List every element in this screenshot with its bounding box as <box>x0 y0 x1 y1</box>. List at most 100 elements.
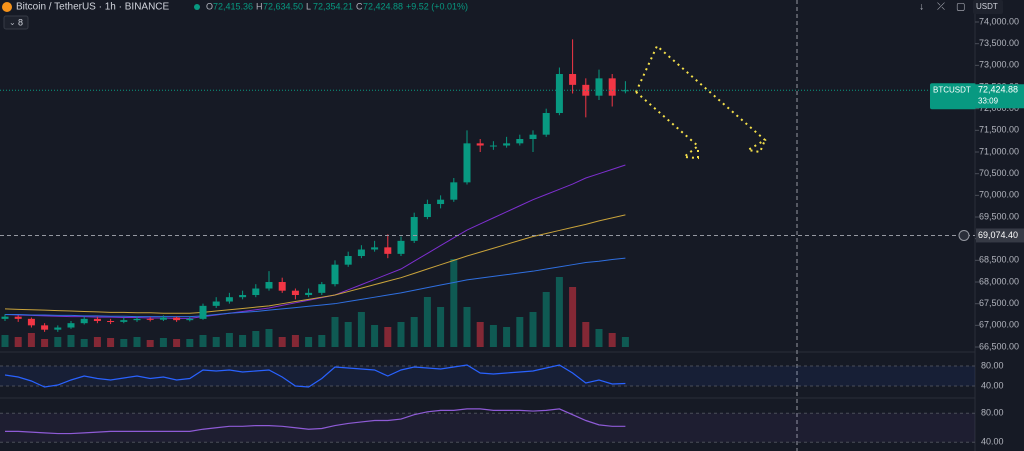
volume-bar <box>331 317 339 347</box>
candle-body <box>595 78 603 96</box>
last-price-tag <box>930 83 976 110</box>
candle-body <box>450 182 458 200</box>
candle-body <box>212 301 220 306</box>
candle-body <box>239 295 247 298</box>
ohlc-letter: L <box>306 1 311 11</box>
candle-body <box>265 282 273 289</box>
ohlc-value: 72,415.36 <box>213 1 253 11</box>
ohlc-value: 72,424.88 <box>363 1 403 11</box>
volume-bar <box>542 292 550 347</box>
candle-body <box>93 318 101 322</box>
candle-body <box>173 317 181 321</box>
volume-bar <box>199 335 207 347</box>
volume-bar <box>1 335 9 347</box>
candle-body <box>476 143 484 146</box>
volume-bar <box>186 339 194 347</box>
candle-body <box>41 325 49 330</box>
crosshair-label: 69,074.40 <box>978 230 1018 240</box>
last-price-symbol: BTCUSDT <box>933 85 971 94</box>
volume-bar <box>569 287 577 347</box>
volume-bar <box>503 327 511 347</box>
y-tick-label: 70,000.00 <box>979 190 1019 200</box>
restore-button[interactable]: ▢ <box>956 2 965 13</box>
moving-average <box>4 214 626 314</box>
candle-body <box>67 323 75 328</box>
y-tick-label: 80.00 <box>981 360 1004 370</box>
candle-body <box>555 74 563 114</box>
volume-bar <box>595 329 603 347</box>
candle-body <box>278 282 286 291</box>
volume-bar <box>265 329 273 347</box>
volume-bar <box>93 337 101 347</box>
band-fill <box>0 366 975 386</box>
candle-body <box>371 247 379 250</box>
candle-body <box>410 217 418 241</box>
volume-bar <box>384 327 392 347</box>
currency-button[interactable] <box>973 0 1003 14</box>
volume-bar <box>555 277 563 347</box>
candle-body <box>225 297 233 302</box>
indicator-count: 8 <box>18 17 23 27</box>
crosshair-plus <box>958 229 970 241</box>
volume-bar <box>529 312 537 347</box>
volume-bar <box>80 339 88 347</box>
volume-bar <box>173 339 181 347</box>
candle-body <box>252 288 260 296</box>
candle-body <box>331 264 339 285</box>
volume-bar <box>27 333 35 347</box>
volume-bar <box>516 317 524 347</box>
candle-body <box>516 139 524 144</box>
collapse-button[interactable]: ⤫ <box>937 2 945 13</box>
price-label-bg <box>976 84 1024 109</box>
volume-bar <box>239 335 247 347</box>
volume-bar <box>159 338 167 347</box>
candle-body <box>159 317 167 320</box>
volume-bar <box>410 317 418 347</box>
y-tick-label: 80.00 <box>981 408 1004 418</box>
volume-bar <box>305 337 313 347</box>
arrow-annotation <box>635 44 767 154</box>
indicator-line <box>5 408 626 435</box>
y-tick-label: 71,000.00 <box>979 146 1019 156</box>
candle-body <box>305 292 313 296</box>
currency-label: USDT <box>976 2 998 11</box>
volume-bar <box>212 337 220 347</box>
candle-body <box>542 113 550 135</box>
arrow-annotation <box>635 91 700 160</box>
volume-bar <box>252 331 260 347</box>
y-tick-label: 70,500.00 <box>979 168 1019 178</box>
volume-bar <box>54 337 62 347</box>
symbol-icon <box>2 2 12 12</box>
y-tick-label: 67,500.00 <box>979 298 1019 308</box>
candle-body <box>437 199 445 205</box>
ohlc-letter: O <box>206 1 213 11</box>
moving-average <box>4 164 626 319</box>
volume-bar <box>146 340 154 347</box>
indicator-toggle[interactable] <box>3 15 29 30</box>
candle-body <box>14 316 22 319</box>
countdown: 33:09 <box>978 96 999 105</box>
volume-bar <box>476 322 484 347</box>
candle-body <box>146 318 154 320</box>
volume-bar <box>67 335 75 347</box>
y-tick-label: 74,000.00 <box>979 16 1019 26</box>
candle-body <box>186 318 194 321</box>
crosshair-tag <box>976 228 1024 243</box>
y-tick-label: 40.00 <box>981 437 1004 447</box>
candle-body <box>503 143 511 146</box>
ohlc-value: 72,354.21 <box>313 1 353 11</box>
candle-body <box>1 316 9 319</box>
scroll-down-button[interactable]: ↓ <box>919 2 924 13</box>
candle-body <box>621 90 629 92</box>
volume-bar <box>371 325 379 347</box>
ohlc-legend: O 72,415.36 H 72,634.50 L 72,354.21 C 72,424.88… <box>206 1 468 11</box>
y-tick-label: 71,500.00 <box>979 125 1019 135</box>
ohlc-value: 72,634.50 <box>263 1 303 11</box>
volume-bar <box>225 333 233 347</box>
volume-bar <box>278 337 286 347</box>
candle-body <box>397 240 405 254</box>
volume-bar <box>608 333 616 347</box>
volume-bar <box>489 325 497 347</box>
candle-body <box>423 204 431 218</box>
